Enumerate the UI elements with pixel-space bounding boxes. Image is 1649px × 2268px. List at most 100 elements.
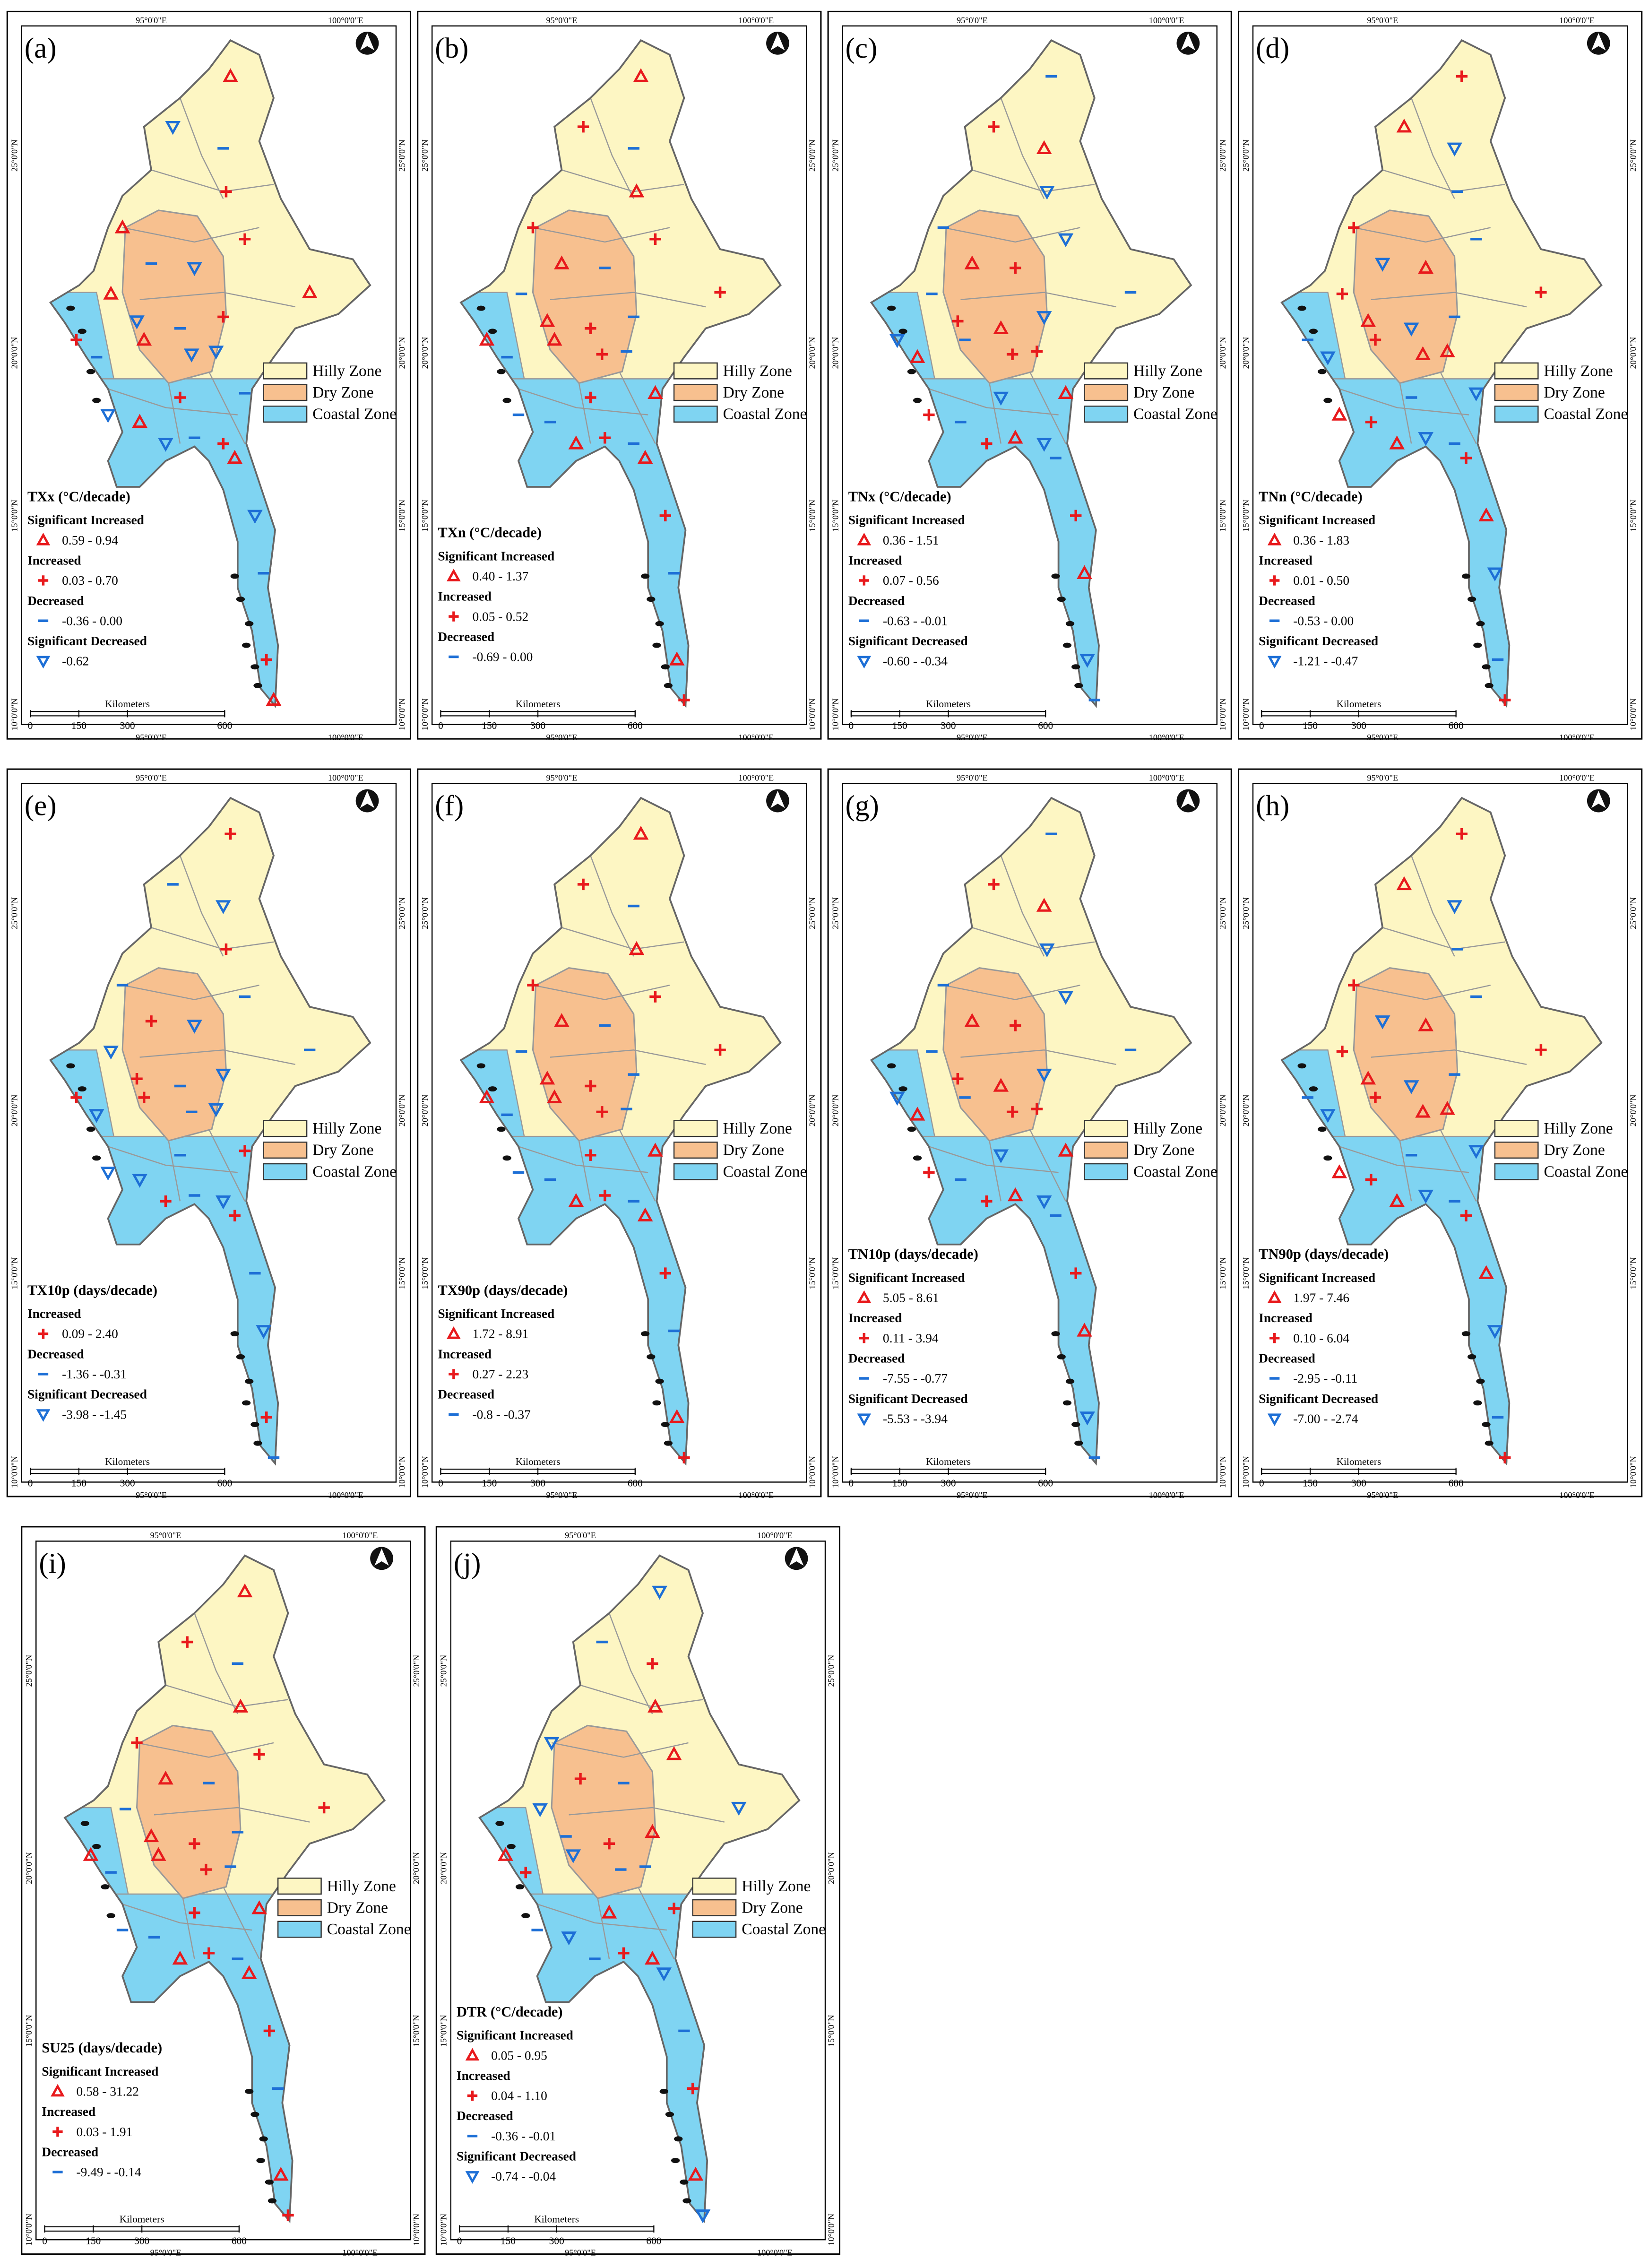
marker-inc [38,575,49,586]
marker-inc [52,2126,63,2137]
map-panel: (a) 95°0'0"E 95°0'0"E 100°0'0"E 100°0'0"E 25°… [6,10,411,742]
island [898,1086,907,1092]
north-arrow-mark [770,33,785,51]
marker-sig-dec [695,2209,711,2224]
zone-label: Hilly Zone [1133,362,1202,380]
marker-sig-inc [227,450,243,464]
class-range: -0.36 - -0.01 [491,2129,556,2143]
lat-label: 10°0'0"N [830,698,840,730]
marker-sig-inc [1077,565,1092,579]
island [1071,664,1080,670]
index-title: TN10p (days/decade) [848,1246,978,1262]
scale-tick-label: 150 [482,1478,497,1489]
island [652,1400,661,1406]
scale-unit: Kilometers [1337,698,1381,710]
lat-label: 15°0'0"N [397,500,406,532]
marker-inc [145,1015,157,1027]
zone-label: Coastal Zone [1544,1163,1628,1180]
marker-inc [203,1947,215,1959]
scale-tick-label: 0 [1259,1478,1264,1489]
country-outline [459,39,782,708]
marker-inc [527,222,539,234]
marker-inc [1010,1020,1021,1031]
marker-inc [618,1947,630,1959]
class-range: 0.36 - 1.83 [1293,533,1349,547]
lat-label: 20°0'0"N [24,1852,34,1884]
marker-sig-inc [83,1847,99,1861]
scale-unit: Kilometers [534,2214,579,2225]
marker-sig-inc [1058,1143,1074,1157]
marker-inc [70,334,82,346]
marker-inc [263,2025,276,2037]
class-range: -0.62 [62,654,89,668]
panel-label: (d) [1256,33,1289,64]
zone-label: Dry Zone [1544,1142,1605,1159]
map-frame [431,25,807,725]
class-name: Significant Decreased [848,1392,968,1406]
panel-label: (j) [454,1548,481,1579]
marker-sig-dec [993,1149,1009,1163]
class-range: 0.05 - 0.95 [491,2048,547,2062]
marker-sig-dec [1058,233,1074,248]
lat-label: 25°0'0"N [1629,897,1638,929]
island [1476,1378,1485,1384]
scale-tick-label: 0 [42,2235,47,2246]
class-name: Significant Increased [848,1271,965,1285]
index-title: TNn (°C/decade) [1259,488,1363,504]
class-range: -7.00 - -2.74 [1293,1411,1358,1426]
marker-inc [668,1903,680,1914]
marker-sig-inc [629,941,645,955]
lat-label: 20°0'0"N [1241,1094,1251,1126]
map-panel: (e) 95°0'0"E 95°0'0"E 100°0'0"E 100°0'0"E 25°… [6,768,411,1500]
lat-label: 25°0'0"N [412,1655,421,1687]
marker-inc [585,391,596,404]
island [259,2136,268,2142]
zone-swatch [1084,362,1129,380]
marker-sig-inc [447,569,461,581]
island [1323,398,1332,403]
zone-swatch [1494,362,1539,380]
country-outline [49,39,371,708]
marker-sig-dec [652,1585,667,1600]
class-range: 0.07 - 0.56 [883,573,939,588]
lon-label: 100°0'0"E [1559,733,1595,742]
zone-swatch [1494,1163,1539,1180]
marker-sig-inc [479,331,495,346]
zone-label: Dry Zone [1133,384,1194,401]
index-title: TX90p (days/decade) [438,1282,568,1298]
zone-label: Hilly Zone [723,362,792,380]
marker-inc [1336,288,1348,300]
country-outline [63,1554,386,2224]
scale-tick-label: 0 [849,720,854,731]
marker-inc [318,1801,330,1814]
island [242,642,251,648]
lon-label: 100°0'0"E [1559,773,1595,782]
scale-unit: Kilometers [105,1456,150,1467]
lat-label: 20°0'0"N [10,337,19,369]
marker-inc [714,286,726,298]
marker-inc [1369,334,1381,346]
marker-inc [1365,1174,1377,1186]
lat-label: 15°0'0"N [1629,1257,1638,1290]
country-outline [459,796,782,1466]
panel-label: (e) [25,790,57,822]
marker-sig-inc [1036,898,1052,912]
marker-sig-dec [1468,1145,1484,1159]
lon-label: 100°0'0"E [1149,16,1184,25]
marker-sig-dec [1418,1189,1433,1204]
island [1057,597,1066,602]
scale-tick-label: 300 [1351,720,1366,731]
marker-sig-inc [498,1847,513,1861]
lon-label: 100°0'0"E [342,1531,378,1540]
island [1309,329,1318,334]
marker-inc [224,828,236,840]
island [92,398,101,403]
scale-tick-label: 0 [28,1478,33,1489]
marker-sig-dec [1036,1195,1052,1210]
country-outline [478,1554,801,2224]
marker-inc [282,2209,294,2221]
marker-inc [923,409,935,421]
marker-sig-dec [1418,432,1433,446]
lat-label: 15°0'0"N [808,500,817,532]
class-range: 0.36 - 1.51 [883,533,939,547]
